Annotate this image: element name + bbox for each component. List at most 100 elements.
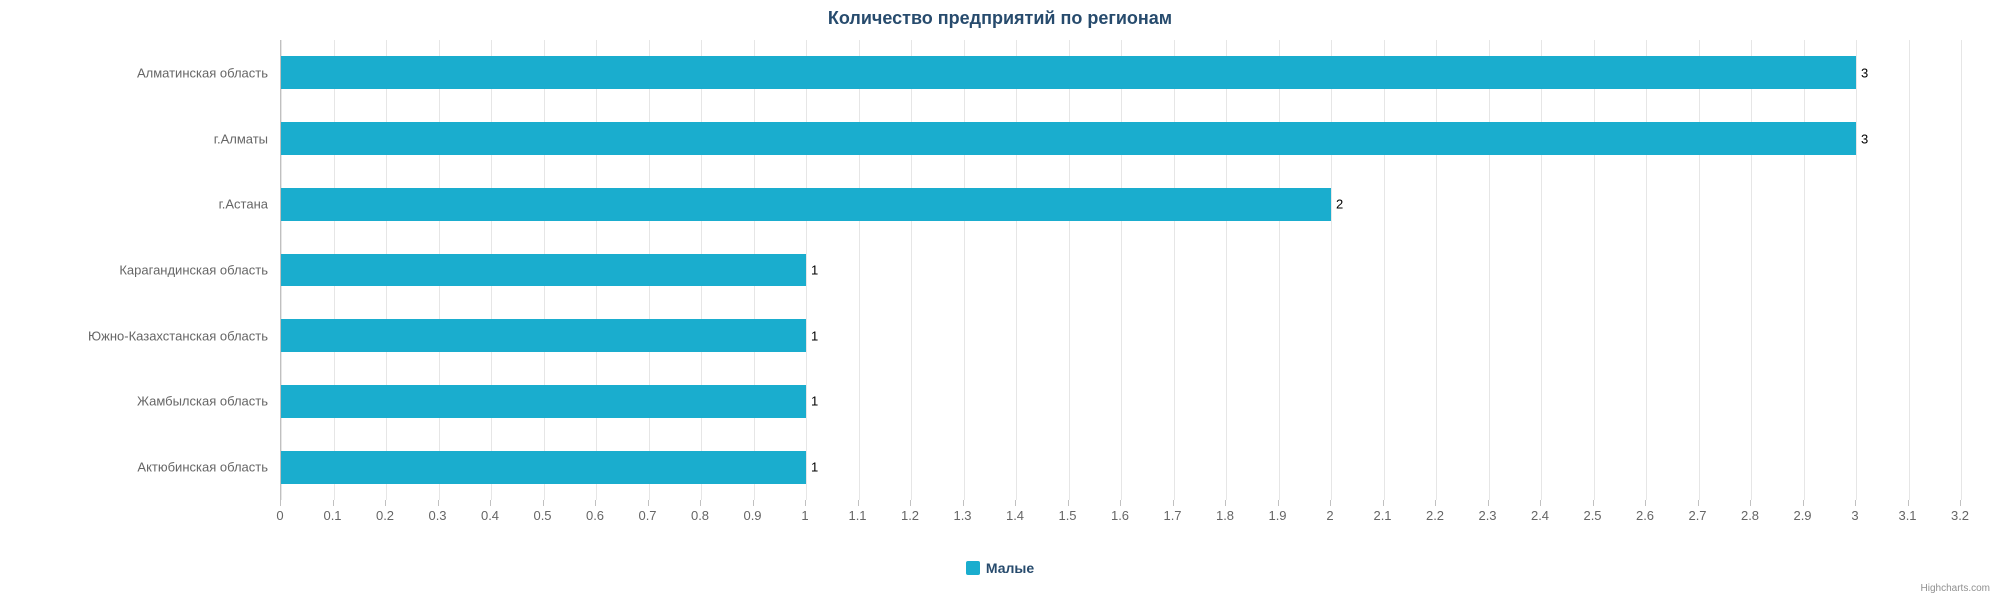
x-tick-mark xyxy=(1330,500,1331,506)
x-tick-mark xyxy=(1068,500,1069,506)
x-tick-label: 0.8 xyxy=(691,508,709,523)
grid-line xyxy=(1961,40,1962,500)
y-tick-label: Южно-Казахстанская область xyxy=(88,328,268,343)
x-tick-mark xyxy=(1488,500,1489,506)
grid-line xyxy=(1804,40,1805,500)
bar[interactable] xyxy=(281,385,806,418)
y-tick-label: г.Алматы xyxy=(214,131,268,146)
grid-line xyxy=(1699,40,1700,500)
x-tick-label: 1.5 xyxy=(1058,508,1076,523)
x-tick-label: 1.3 xyxy=(953,508,971,523)
x-tick-mark xyxy=(1803,500,1804,506)
x-tick-label: 2.1 xyxy=(1373,508,1391,523)
x-tick-mark xyxy=(648,500,649,506)
x-tick-mark xyxy=(1698,500,1699,506)
x-tick-mark xyxy=(543,500,544,506)
x-tick-mark xyxy=(1173,500,1174,506)
x-tick-mark xyxy=(1960,500,1961,506)
grid-line xyxy=(1856,40,1857,500)
x-tick-label: 0.1 xyxy=(323,508,341,523)
x-tick-label: 0 xyxy=(276,508,283,523)
x-tick-label: 0.9 xyxy=(743,508,761,523)
x-tick-mark xyxy=(1645,500,1646,506)
x-tick-mark xyxy=(1278,500,1279,506)
x-tick-label: 1.9 xyxy=(1268,508,1286,523)
x-tick-label: 1.8 xyxy=(1216,508,1234,523)
x-tick-mark xyxy=(805,500,806,506)
legend-item-small[interactable]: Малые xyxy=(966,560,1034,576)
legend: Малые xyxy=(0,560,2000,580)
grid-line xyxy=(1069,40,1070,500)
bar[interactable] xyxy=(281,319,806,352)
grid-line xyxy=(1594,40,1595,500)
x-tick-label: 3 xyxy=(1851,508,1858,523)
grid-line xyxy=(1384,40,1385,500)
legend-label: Малые xyxy=(986,560,1034,576)
bar-value-label: 3 xyxy=(1861,131,1868,146)
x-tick-label: 2.3 xyxy=(1478,508,1496,523)
grid-line xyxy=(964,40,965,500)
y-tick-label: Актюбинская область xyxy=(137,460,268,475)
x-tick-mark xyxy=(595,500,596,506)
x-tick-mark xyxy=(753,500,754,506)
bar[interactable] xyxy=(281,188,1331,221)
x-tick-mark xyxy=(1225,500,1226,506)
chart-title: Количество предприятий по регионам xyxy=(0,8,2000,29)
x-tick-label: 1.7 xyxy=(1163,508,1181,523)
grid-line xyxy=(1751,40,1752,500)
x-tick-mark xyxy=(963,500,964,506)
x-tick-label: 1.1 xyxy=(848,508,866,523)
x-tick-mark xyxy=(1540,500,1541,506)
bar-value-label: 2 xyxy=(1336,197,1343,212)
x-tick-mark xyxy=(280,500,281,506)
x-tick-mark xyxy=(438,500,439,506)
bar-value-label: 1 xyxy=(811,263,818,278)
x-tick-mark xyxy=(1120,500,1121,506)
x-tick-label: 2.4 xyxy=(1531,508,1549,523)
grid-line xyxy=(1541,40,1542,500)
bar[interactable] xyxy=(281,56,1856,89)
x-tick-label: 1 xyxy=(801,508,808,523)
x-tick-label: 2.5 xyxy=(1583,508,1601,523)
grid-line xyxy=(859,40,860,500)
y-tick-label: Карагандинская область xyxy=(119,263,268,278)
bar-value-label: 1 xyxy=(811,394,818,409)
bar[interactable] xyxy=(281,122,1856,155)
grid-line xyxy=(1279,40,1280,500)
legend-swatch xyxy=(966,561,980,575)
x-tick-label: 0.3 xyxy=(428,508,446,523)
bar[interactable] xyxy=(281,254,806,287)
x-tick-mark xyxy=(1383,500,1384,506)
y-tick-label: Жамбылская область xyxy=(137,394,268,409)
bar[interactable] xyxy=(281,451,806,484)
x-tick-mark xyxy=(858,500,859,506)
x-tick-mark xyxy=(1855,500,1856,506)
x-tick-label: 2.9 xyxy=(1793,508,1811,523)
grid-line xyxy=(1174,40,1175,500)
credits-link[interactable]: Highcharts.com xyxy=(1921,583,1990,594)
chart-container: Количество предприятий по регионам Малые… xyxy=(0,0,2000,600)
grid-line xyxy=(1436,40,1437,500)
grid-line xyxy=(1646,40,1647,500)
grid-line xyxy=(1121,40,1122,500)
grid-line xyxy=(1909,40,1910,500)
bar-value-label: 1 xyxy=(811,460,818,475)
x-tick-label: 3.1 xyxy=(1898,508,1916,523)
x-tick-label: 3.2 xyxy=(1951,508,1969,523)
x-tick-label: 2.8 xyxy=(1741,508,1759,523)
x-tick-label: 2.7 xyxy=(1688,508,1706,523)
y-tick-label: г.Астана xyxy=(219,197,268,212)
x-tick-mark xyxy=(910,500,911,506)
x-tick-mark xyxy=(490,500,491,506)
x-tick-label: 0.5 xyxy=(533,508,551,523)
x-tick-label: 0.4 xyxy=(481,508,499,523)
x-tick-label: 2.6 xyxy=(1636,508,1654,523)
x-tick-mark xyxy=(1435,500,1436,506)
x-tick-label: 2.2 xyxy=(1426,508,1444,523)
x-tick-label: 0.6 xyxy=(586,508,604,523)
grid-line xyxy=(1489,40,1490,500)
x-tick-mark xyxy=(333,500,334,506)
x-tick-mark xyxy=(1015,500,1016,506)
grid-line xyxy=(1016,40,1017,500)
x-tick-mark xyxy=(1593,500,1594,506)
